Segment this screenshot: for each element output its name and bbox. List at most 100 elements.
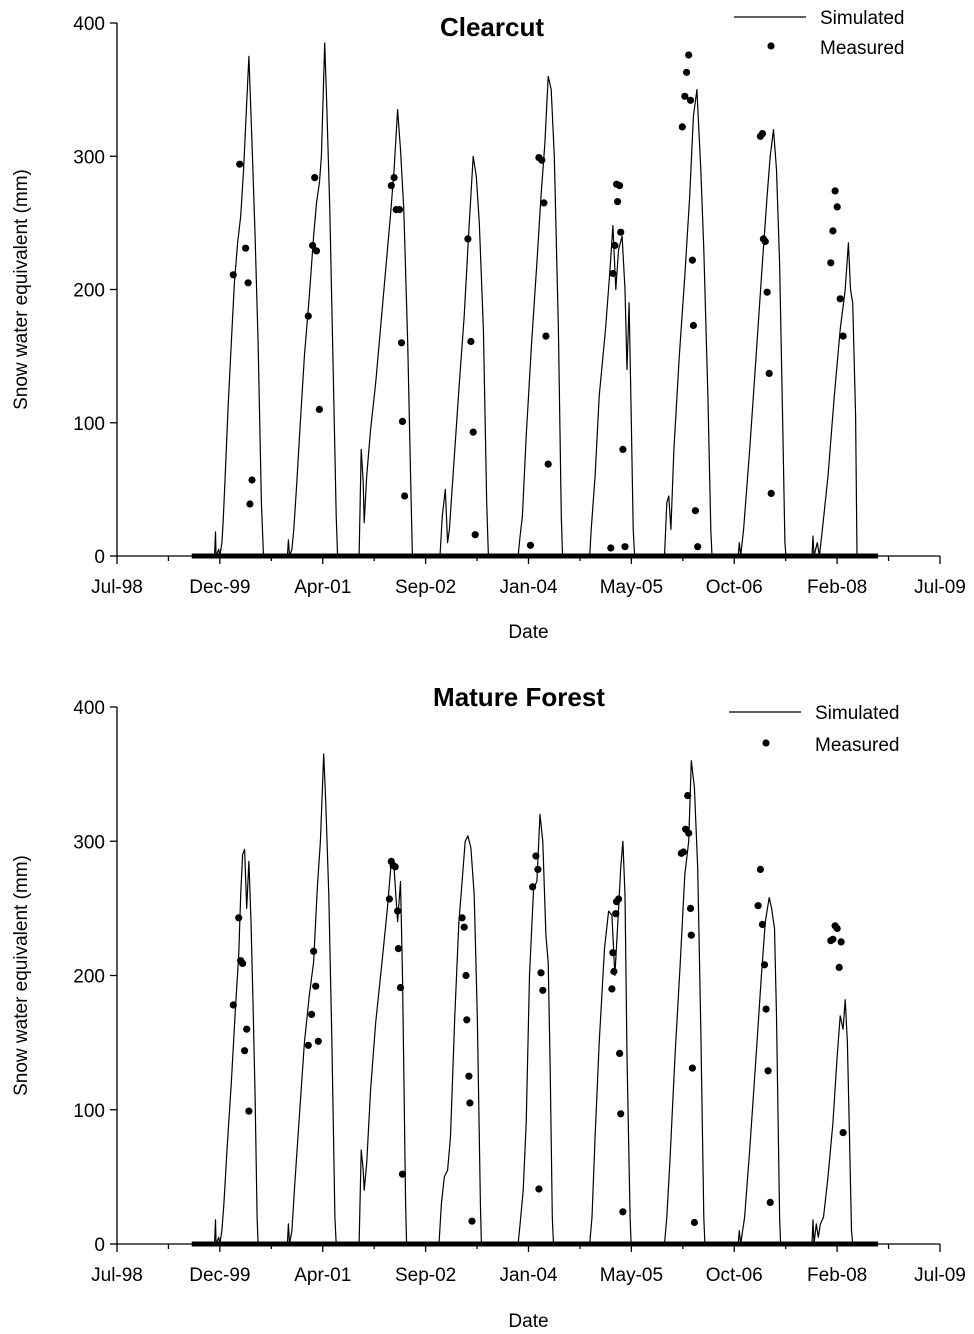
measured-point <box>463 1016 471 1024</box>
measured-point <box>462 971 470 980</box>
measured-point <box>460 923 468 931</box>
measured-point <box>469 428 477 436</box>
y-tick-label: 100 <box>73 1101 105 1122</box>
measured-point <box>311 174 319 182</box>
measured-point <box>609 269 617 278</box>
y-tick-label: 100 <box>73 414 105 435</box>
measured-point <box>617 228 625 236</box>
measured-point <box>621 543 629 551</box>
measured-point <box>616 1049 624 1057</box>
measured-point <box>685 829 693 837</box>
x-tick-label: Apr-01 <box>294 577 351 598</box>
x-tick-label: May-05 <box>600 577 663 598</box>
measured-point <box>314 1037 322 1045</box>
measured-point <box>535 1185 543 1193</box>
measured-point <box>683 68 691 76</box>
measured-point <box>612 910 620 918</box>
measured-point <box>758 920 767 929</box>
legend-simulated-label: Simulated <box>820 8 905 29</box>
measured-point <box>685 51 693 59</box>
chart-title: Clearcut <box>440 12 544 42</box>
measured-point <box>540 199 548 207</box>
simulated-series-line <box>191 42 878 557</box>
measured-point <box>765 369 773 377</box>
x-tick-label: Oct-06 <box>706 1265 763 1286</box>
y-tick-label: 200 <box>73 281 105 302</box>
x-tick-label: Sep-02 <box>395 577 456 598</box>
measured-point <box>245 1107 253 1115</box>
measured-point <box>835 963 843 972</box>
measured-point <box>398 1170 407 1178</box>
measured-point <box>235 914 243 922</box>
measured-point <box>466 1099 474 1107</box>
measured-point <box>763 288 771 296</box>
x-axis-title: Date <box>508 1311 548 1332</box>
measured-point <box>532 852 540 860</box>
measured-point <box>610 967 618 976</box>
measured-point <box>688 256 697 264</box>
measured-point <box>465 1072 473 1080</box>
measured-point <box>242 244 250 252</box>
measured-point <box>315 405 323 413</box>
measured-point <box>608 985 616 993</box>
measured-point <box>607 544 615 552</box>
measured-point <box>468 1217 476 1225</box>
measured-point <box>464 235 472 243</box>
measured-point <box>839 332 847 340</box>
measured-point <box>542 332 550 340</box>
measured-point <box>394 945 402 953</box>
measured-point <box>312 982 320 990</box>
measured-point <box>310 947 318 955</box>
measured-point <box>236 160 244 168</box>
y-tick-label: 200 <box>73 967 105 988</box>
measured-point <box>686 96 695 104</box>
x-tick-label: Dec-99 <box>189 1265 250 1286</box>
measured-point <box>387 182 395 190</box>
x-tick-label: Dec-99 <box>189 577 250 598</box>
measured-point <box>391 863 399 871</box>
legend-measured-swatch <box>767 42 775 50</box>
measured-point <box>467 337 475 346</box>
measured-point <box>694 543 702 551</box>
x-tick-label: May-05 <box>600 1265 663 1286</box>
measured-point <box>248 476 256 484</box>
measured-point <box>829 935 837 943</box>
measured-point <box>833 203 841 211</box>
measured-point <box>537 969 545 977</box>
measured-point <box>833 924 841 933</box>
legend-measured-swatch <box>762 739 770 747</box>
measured-point <box>678 123 686 131</box>
measured-point <box>616 182 624 190</box>
legend-simulated-label: Simulated <box>815 703 900 724</box>
measured-point <box>401 492 409 500</box>
measured-point <box>614 198 622 206</box>
measured-point <box>397 339 406 347</box>
measured-point <box>831 187 839 195</box>
measured-point <box>619 1208 627 1216</box>
measured-point <box>309 241 317 250</box>
simulated-series-line <box>191 753 878 1245</box>
measured-point <box>688 1064 697 1072</box>
x-tick-label: Jan-04 <box>499 1265 558 1286</box>
measured-point <box>229 271 237 279</box>
measured-point <box>611 241 619 250</box>
legend-measured-label: Measured <box>815 735 900 756</box>
measured-point <box>762 1005 770 1013</box>
measured-point <box>681 92 689 100</box>
measured-point <box>689 321 698 330</box>
measured-point <box>529 883 537 891</box>
measured-point <box>609 949 617 957</box>
measured-point <box>754 902 762 910</box>
x-tick-label: Feb-08 <box>807 1265 867 1286</box>
measured-point <box>690 1218 699 1227</box>
clearcut-panel: 0 100 200 300 400 Jul-98 Dec-99 Apr-01 Sep-02 Jan… <box>11 8 966 643</box>
measured-point <box>390 174 398 182</box>
measured-point <box>837 938 845 946</box>
measured-point <box>827 259 835 267</box>
measured-point <box>395 206 404 214</box>
measured-point <box>308 1010 316 1019</box>
y-tick-label: 400 <box>73 698 105 719</box>
measured-point <box>687 931 695 939</box>
measured-point <box>764 1067 772 1075</box>
measured-point <box>829 227 837 235</box>
